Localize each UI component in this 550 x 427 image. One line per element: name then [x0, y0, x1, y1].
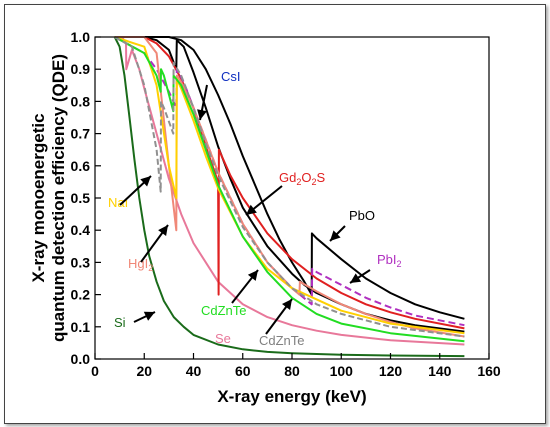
x-axis-title: X-ray energy (keV): [217, 387, 366, 406]
y-tick-label: 0.8: [71, 93, 91, 109]
x-tick-label: 40: [186, 363, 202, 379]
series-line-cdznte-9: [114, 36, 465, 338]
plot-area: [113, 36, 465, 358]
label-gd2o2s: Gd2O2S: [279, 170, 326, 187]
x-tick-label: 20: [136, 363, 152, 379]
series-line-gd2o2s-4: [114, 36, 465, 330]
y-tick-label: 1.0: [71, 29, 91, 45]
series-line-hgi2-6: [114, 36, 465, 338]
arrow-head: [246, 204, 257, 215]
arrow-head: [197, 109, 207, 120]
label-pbo: PbO: [349, 208, 375, 223]
arrow-head: [330, 230, 341, 241]
x-tick-label: 60: [235, 363, 251, 379]
arrow-head: [247, 270, 258, 281]
y-tick-label: 0.1: [71, 319, 91, 335]
series-line-se-1: [114, 36, 465, 346]
x-tick-label: 120: [379, 363, 403, 379]
arrow-head: [158, 225, 168, 236]
y-tick-label: 0.2: [71, 287, 91, 303]
label-pbi2: PbI2: [377, 252, 402, 269]
series-line-pbo-3: [114, 36, 465, 320]
x-tick-label: 100: [330, 363, 354, 379]
arrow-head: [140, 176, 151, 187]
label-cdznte: CdZnTe: [201, 303, 247, 318]
x-tick-label: 80: [284, 363, 300, 379]
label-cdznte: CdZnTe: [259, 333, 305, 348]
y-tick-label: 0.7: [71, 126, 91, 142]
arrow-head: [143, 311, 155, 321]
y-tick-label: 0.5: [71, 190, 91, 206]
label-csi: CsI: [221, 69, 241, 84]
series-line-si-0: [113, 36, 465, 358]
y-tick-label: 0.6: [71, 158, 91, 174]
arrow-head: [282, 299, 292, 310]
plot-border: [94, 36, 490, 360]
arrow-head: [350, 273, 362, 283]
x-tick-label: 160: [477, 363, 501, 379]
annotation-arrows: [119, 84, 371, 335]
y-tick-label: 0.4: [71, 222, 91, 238]
label-si: Si: [114, 315, 126, 330]
y-axis-title-line2: quantum detection efficiency (QDE): [49, 54, 68, 342]
figure-frame: [4, 4, 546, 424]
series-line-cdznte-8: [114, 36, 465, 343]
label-se: Se: [215, 331, 231, 346]
axis-ticks: 0 20 40 60 80 100 120 140 160 0.0 0.1 0.2 0.3 0.4 0.5 0…: [71, 29, 501, 379]
series-line-nai-7: [114, 36, 465, 335]
x-tick-label: 140: [428, 363, 452, 379]
y-tick-label: 0.9: [71, 61, 91, 77]
x-tick-label: 0: [91, 363, 99, 379]
y-tick-label: 0.3: [71, 254, 91, 270]
label-nai: NaI: [108, 195, 128, 210]
series-line-pbi2-5: [114, 36, 465, 327]
y-tick-label: 0.0: [71, 351, 91, 367]
y-axis-title-line1: X-ray monoenergetic: [29, 113, 48, 282]
